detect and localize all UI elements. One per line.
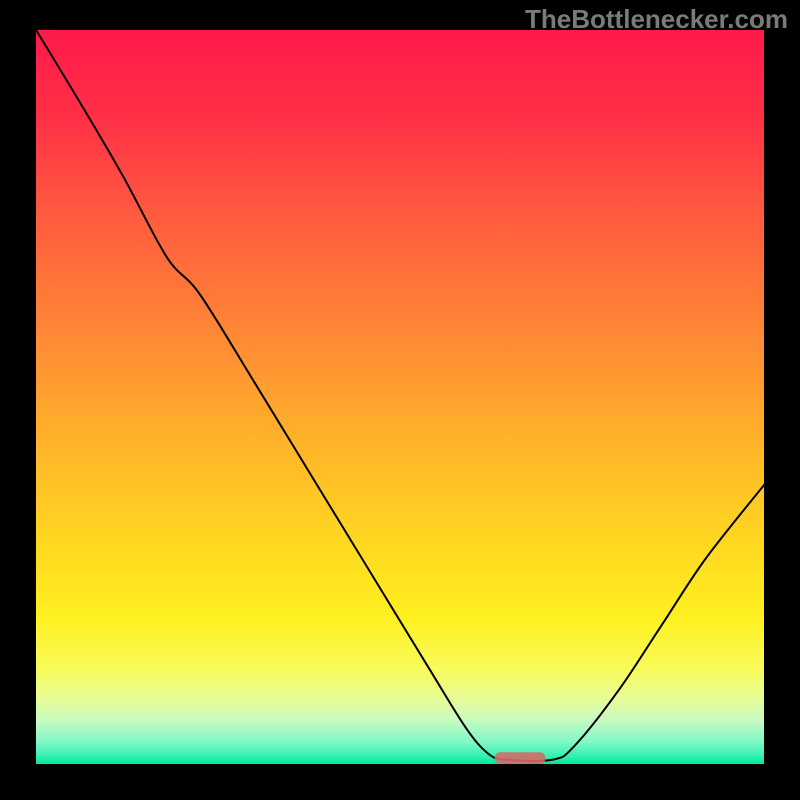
bottleneck-chart xyxy=(36,30,764,764)
chart-svg xyxy=(36,30,764,764)
optimal-marker xyxy=(495,752,546,764)
watermark-text: TheBottlenecker.com xyxy=(525,4,788,35)
chart-background xyxy=(36,30,764,764)
